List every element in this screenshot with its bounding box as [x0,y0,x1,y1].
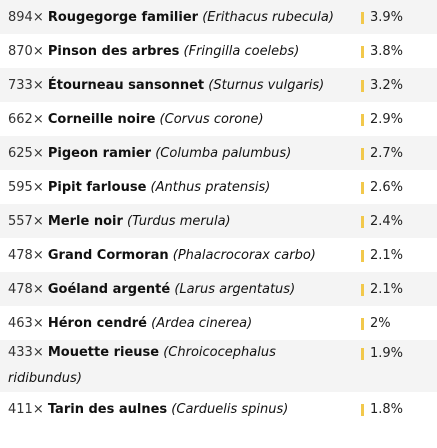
sighting-count: 894× [8,10,44,25]
scientific-name: (Turdus merula) [127,214,231,229]
species-name: Merle noir [47,214,123,229]
sighting-count: 733× [8,78,44,93]
scientific-name: (Chroicocephalus ridibundus) [8,345,276,386]
percentage-bar [361,147,364,160]
percentage-cell: 2.6% [361,179,403,196]
species-entry: 894× Rougegorge familier (Erithacus rube… [8,9,348,26]
species-entry: 478× Grand Cormoran (Phalacrocorax carbo… [8,247,348,264]
percentage-value: 2.1% [370,248,404,263]
percentage-cell: 2.1% [361,281,403,298]
percentage-cell: 2.1% [361,247,403,264]
percentage-bar [361,249,364,262]
percentage-value: 2.6% [370,180,404,195]
percentage-cell: 2.9% [361,111,403,128]
percentage-value: 2.1% [370,282,404,297]
sighting-count: 595× [8,180,44,195]
percentage-value: 1.8% [370,402,404,417]
species-name: Mouette rieuse [47,345,160,360]
sighting-count: 662× [8,112,44,127]
species-entry: 733× Étourneau sansonnet (Sturnus vulgar… [8,77,348,94]
sighting-count: 478× [8,282,44,297]
percentage-cell: 2% [361,315,391,332]
percentage-cell: 3.2% [361,77,403,94]
list-item: 463× Héron cendré (Ardea cinerea) 2% [0,306,437,340]
percentage-value: 1.9% [370,345,404,361]
species-entry: 870× Pinson des arbres (Fringilla coeleb… [8,43,348,60]
scientific-name: (Phalacrocorax carbo) [172,248,316,263]
scientific-name: (Ardea cinerea) [151,316,253,331]
list-item: 625× Pigeon ramier (Columba palumbus) 2.… [0,136,437,170]
species-name: Pinson des arbres [47,44,180,59]
sighting-count: 433× [8,345,44,360]
species-entry: 557× Merle noir (Turdus merula) [8,213,348,230]
list-item: 433× Mouette rieuse (Chroicocephalus rid… [0,340,437,392]
percentage-cell: 2.4% [361,213,403,230]
species-entry: 463× Héron cendré (Ardea cinerea) [8,315,348,332]
percentage-bar [361,79,364,92]
percentage-bar [361,347,364,360]
percentage-value: 2.7% [370,146,404,161]
percentage-cell: 2.7% [361,145,403,162]
percentage-cell: 3.8% [361,43,403,60]
scientific-name: (Anthus pratensis) [150,180,271,195]
species-entry: 595× Pipit farlouse (Anthus pratensis) [8,179,348,196]
list-item: 478× Grand Cormoran (Phalacrocorax carbo… [0,238,437,272]
species-entry: 662× Corneille noire (Corvus corone) [8,111,348,128]
percentage-cell: 1.8% [361,401,403,418]
percentage-bar [361,181,364,194]
percentage-value: 2.9% [370,112,404,127]
scientific-name: (Sturnus vulgaris) [208,78,325,93]
list-item: 557× Merle noir (Turdus merula) 2.4% [0,204,437,238]
percentage-bar [361,317,364,330]
sighting-count: 411× [8,402,44,417]
list-item: 478× Goéland argenté (Larus argentatus) … [0,272,437,306]
sighting-count: 625× [8,146,44,161]
scientific-name: (Erithacus rubecula) [202,10,334,25]
sighting-count: 478× [8,248,44,263]
species-name: Goéland argenté [47,282,171,297]
species-entry: 433× Mouette rieuse (Chroicocephalus rid… [8,340,348,392]
species-name: Tarin des aulnes [47,402,168,417]
list-item: 662× Corneille noire (Corvus corone) 2.9… [0,102,437,136]
list-item: 595× Pipit farlouse (Anthus pratensis) 2… [0,170,437,204]
species-entry: 411× Tarin des aulnes (Carduelis spinus) [8,401,348,418]
species-name: Pigeon ramier [47,146,152,161]
species-entry: 478× Goéland argenté (Larus argentatus) [8,281,348,298]
scientific-name: (Carduelis spinus) [171,402,289,417]
species-name: Rougegorge familier [47,10,199,25]
scientific-name: (Corvus corone) [159,112,264,127]
species-name: Étourneau sansonnet [47,78,205,93]
list-item: 411× Tarin des aulnes (Carduelis spinus)… [0,392,437,426]
species-name: Grand Cormoran [47,248,169,263]
percentage-value: 3.9% [370,10,404,25]
list-item: 894× Rougegorge familier (Erithacus rube… [0,0,437,34]
percentage-value: 2% [370,316,391,331]
percentage-cell: 3.9% [361,9,403,26]
scientific-name: (Fringilla coelebs) [183,44,300,59]
list-item: 733× Étourneau sansonnet (Sturnus vulgar… [0,68,437,102]
percentage-bar [361,403,364,416]
percentage-bar [361,11,364,24]
sighting-count: 870× [8,44,44,59]
list-item: 870× Pinson des arbres (Fringilla coeleb… [0,34,437,68]
species-name: Corneille noire [47,112,156,127]
sighting-count: 557× [8,214,44,229]
percentage-bar [361,215,364,228]
species-name: Pipit farlouse [47,180,147,195]
scientific-name: (Columba palumbus) [155,146,292,161]
percentage-bar [361,283,364,296]
percentage-bar [361,45,364,58]
percentage-value: 3.2% [370,78,404,93]
sighting-count: 463× [8,316,44,331]
species-entry: 625× Pigeon ramier (Columba palumbus) [8,145,348,162]
species-name: Héron cendré [47,316,147,331]
percentage-value: 3.8% [370,44,404,59]
percentage-cell: 1.9% [361,345,403,362]
percentage-value: 2.4% [370,214,404,229]
percentage-bar [361,113,364,126]
scientific-name: (Larus argentatus) [174,282,296,297]
